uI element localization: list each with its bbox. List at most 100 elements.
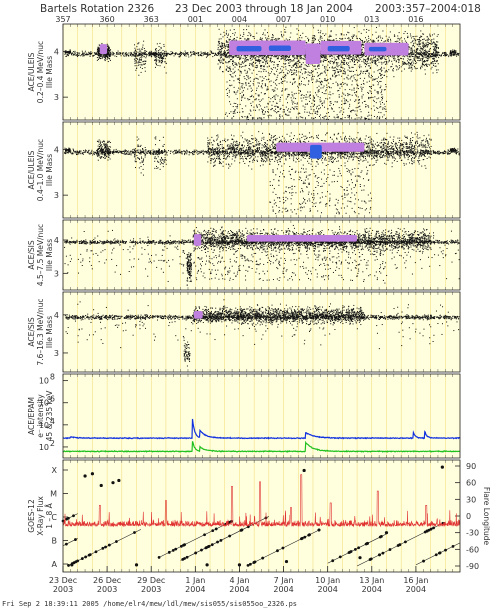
data-point	[357, 88, 359, 90]
data-point	[129, 54, 131, 56]
data-point	[161, 61, 163, 63]
data-point	[320, 72, 322, 74]
data-point	[332, 61, 334, 63]
data-point	[356, 57, 358, 59]
data-point	[336, 62, 338, 64]
data-point	[174, 54, 176, 56]
data-point	[413, 44, 415, 46]
data-point	[386, 55, 388, 57]
data-point	[99, 53, 101, 55]
data-point	[344, 37, 346, 39]
data-point	[234, 112, 236, 114]
data-point	[451, 54, 453, 56]
data-point	[278, 55, 280, 57]
data-point	[255, 59, 257, 61]
data-point	[246, 39, 248, 41]
data-point	[388, 60, 390, 62]
data-point	[327, 112, 329, 114]
data-point	[433, 38, 435, 40]
data-point	[311, 74, 313, 76]
data-point	[112, 52, 114, 54]
data-point	[144, 51, 146, 53]
data-point	[258, 59, 260, 61]
data-point	[351, 80, 353, 82]
data-point	[97, 55, 99, 57]
data-point	[253, 54, 255, 56]
data-point	[255, 109, 257, 111]
data-point	[248, 32, 250, 34]
data-point	[365, 66, 367, 68]
data-point	[360, 71, 362, 73]
data-point	[340, 63, 342, 65]
data-point	[397, 55, 399, 57]
data-point	[221, 42, 223, 44]
data-point	[321, 56, 323, 58]
data-point	[283, 75, 285, 77]
data-point	[247, 35, 249, 37]
data-point	[450, 50, 452, 52]
data-point	[277, 64, 279, 66]
data-point	[66, 51, 68, 53]
data-point	[332, 70, 334, 72]
data-point	[426, 65, 428, 67]
data-point	[372, 99, 374, 101]
data-point	[206, 55, 208, 57]
data-point	[221, 56, 223, 58]
data-point	[98, 55, 100, 57]
data-point	[179, 55, 181, 57]
data-point	[228, 38, 230, 40]
data-point	[365, 63, 367, 65]
data-point	[433, 49, 435, 51]
data-point	[450, 53, 452, 55]
data-point	[288, 62, 290, 64]
data-point	[135, 51, 137, 53]
data-point	[223, 46, 225, 48]
data-point	[433, 56, 435, 58]
data-point	[368, 80, 370, 82]
data-point	[277, 38, 279, 40]
data-point	[175, 53, 177, 55]
data-point	[98, 48, 100, 50]
data-point	[284, 56, 286, 58]
data-point	[217, 53, 219, 55]
data-point	[283, 109, 285, 111]
data-point	[153, 54, 155, 56]
data-point	[97, 50, 99, 52]
data-point	[246, 58, 248, 60]
data-point	[385, 62, 387, 64]
data-point	[435, 46, 437, 48]
data-point	[242, 96, 244, 98]
data-point	[380, 96, 382, 98]
data-point	[225, 68, 227, 70]
data-point	[155, 52, 157, 54]
data-point	[286, 60, 288, 62]
data-point	[360, 38, 362, 40]
data-point	[99, 49, 101, 51]
data-point	[424, 50, 426, 52]
data-point	[377, 58, 379, 60]
data-point	[277, 95, 279, 97]
data-point	[217, 47, 219, 49]
data-point	[437, 69, 439, 71]
data-point	[228, 96, 230, 98]
data-point	[329, 62, 331, 64]
data-point	[433, 58, 435, 60]
data-point	[256, 67, 258, 69]
data-point	[140, 51, 142, 53]
data-point	[134, 47, 136, 49]
data-point	[336, 55, 338, 57]
data-point	[227, 47, 229, 49]
data-point	[158, 53, 160, 55]
data-point	[236, 105, 238, 107]
data-point	[143, 40, 145, 42]
data-point	[375, 63, 377, 65]
data-point	[281, 66, 283, 68]
data-point	[261, 85, 263, 87]
data-point	[261, 65, 263, 67]
data-point	[426, 41, 428, 43]
data-point	[452, 49, 454, 51]
data-point	[102, 56, 104, 58]
data-point	[288, 57, 290, 59]
data-point	[111, 51, 113, 53]
data-point	[260, 117, 262, 119]
